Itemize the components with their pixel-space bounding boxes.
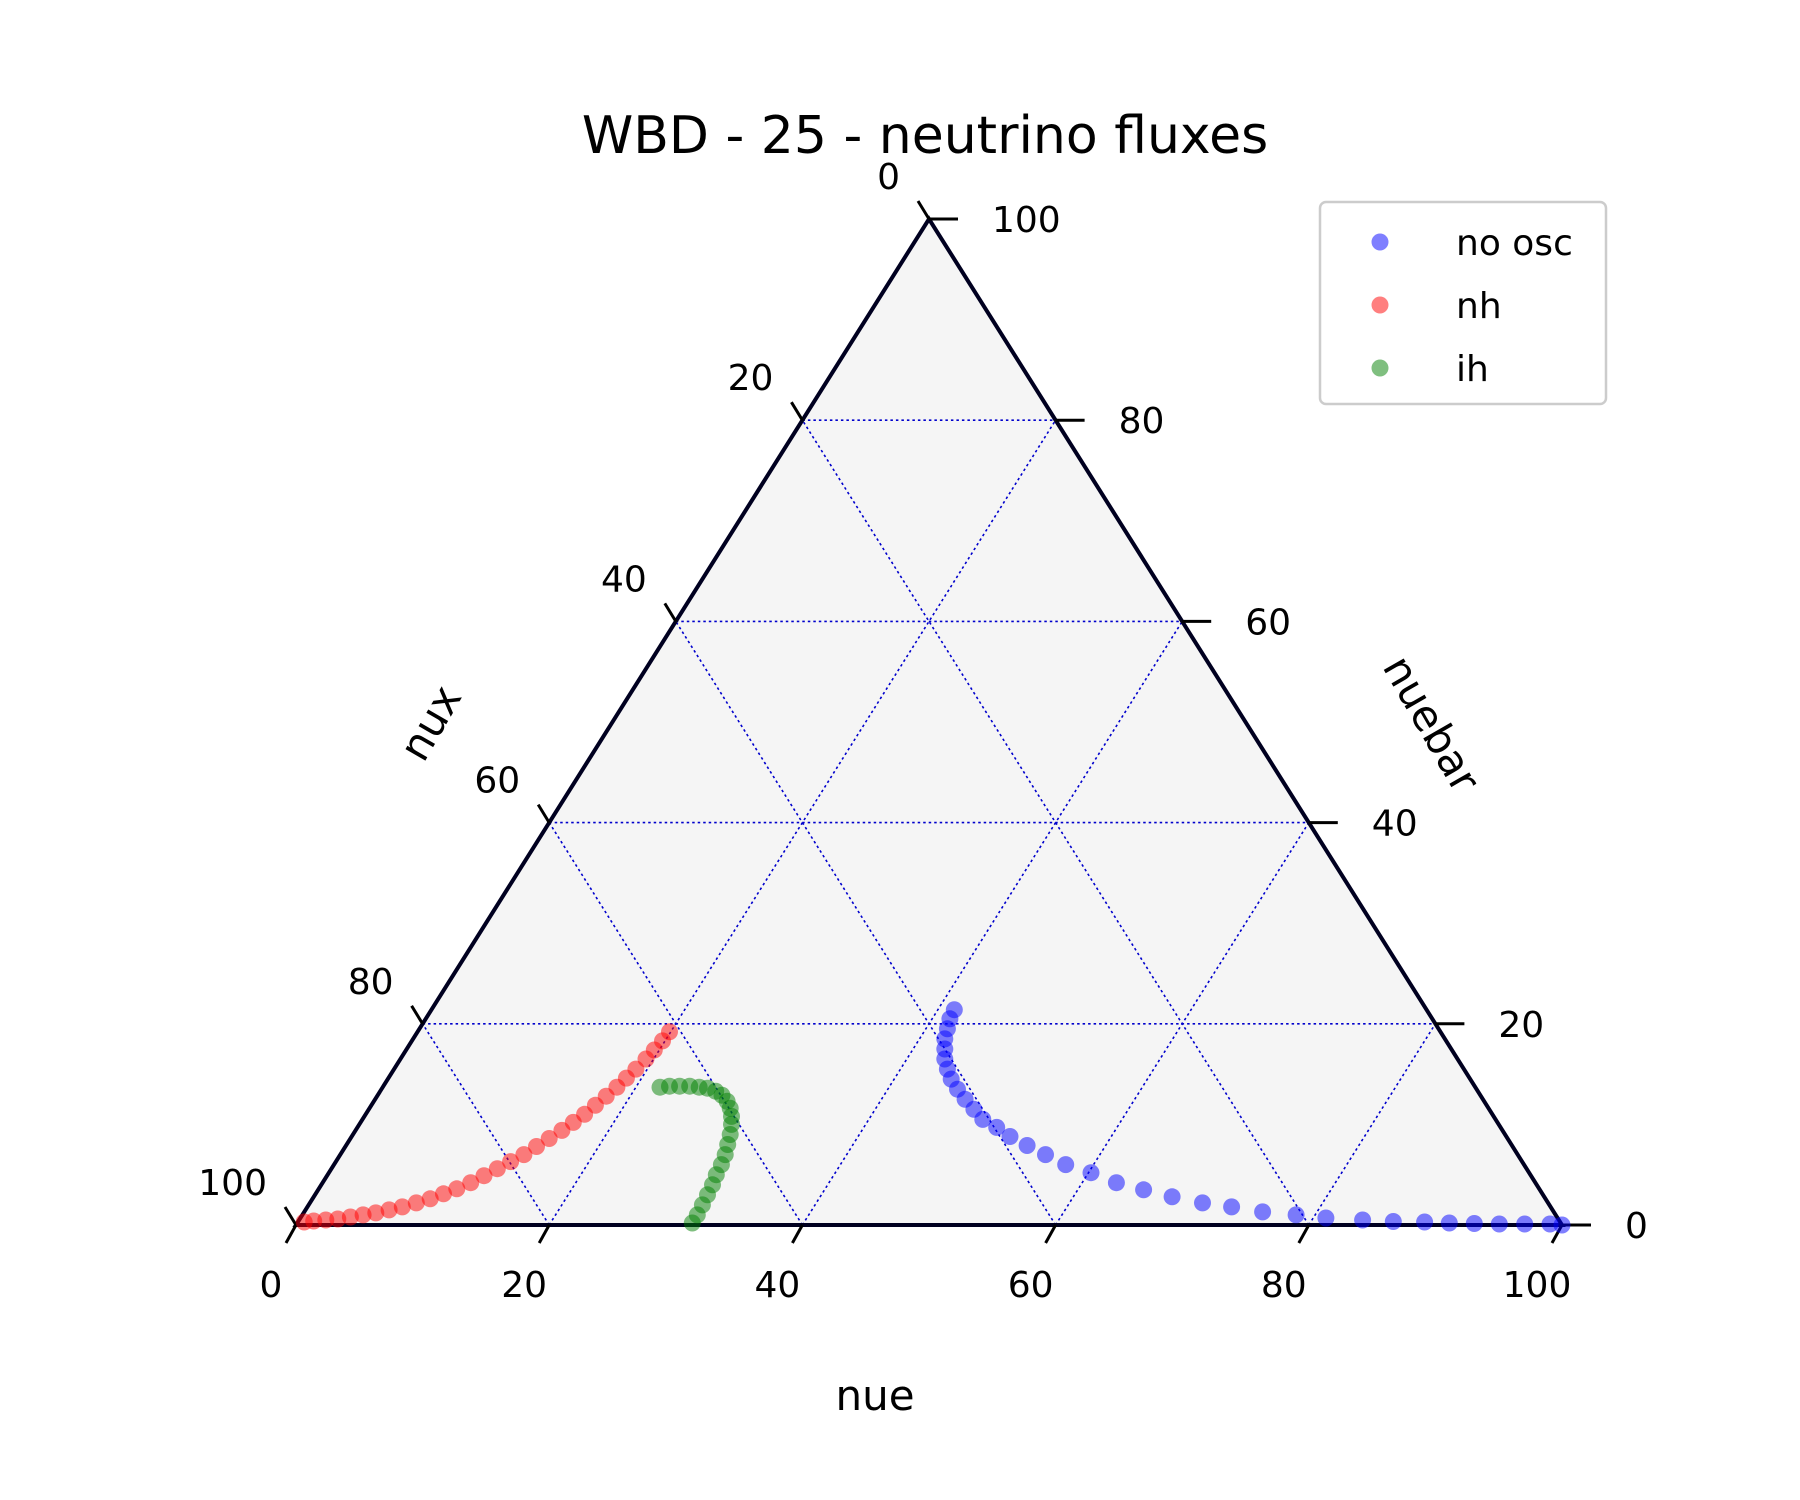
data-point-nh xyxy=(435,1185,452,1203)
bottom-tick xyxy=(284,1224,298,1244)
bottom-tick xyxy=(1297,1224,1311,1244)
data-point-no-osc xyxy=(1416,1213,1434,1231)
right-tick-label: 0 xyxy=(1625,1206,1648,1247)
data-point-no-osc xyxy=(1317,1209,1335,1227)
legend-label: no osc xyxy=(1456,223,1573,264)
right-tick-label: 100 xyxy=(992,200,1061,241)
data-point-nh xyxy=(329,1210,347,1228)
data-point-nh xyxy=(502,1153,520,1171)
bottom-tick xyxy=(537,1224,551,1244)
data-point-no-osc xyxy=(1001,1128,1019,1145)
data-point-no-osc xyxy=(1223,1198,1241,1216)
data-point-no-osc xyxy=(1057,1156,1075,1174)
data-point-no-osc xyxy=(1018,1137,1036,1154)
data-point-nh xyxy=(462,1174,480,1192)
legend-label: ih xyxy=(1456,349,1489,390)
data-point-nh xyxy=(488,1160,506,1178)
left-tick xyxy=(663,602,678,623)
data-point-no-osc xyxy=(1135,1181,1153,1199)
data-point-nh xyxy=(354,1206,372,1224)
data-point-no-osc xyxy=(945,1001,963,1019)
left-axis-title: nux xyxy=(390,677,471,769)
data-point-no-osc xyxy=(1541,1215,1559,1233)
grid-line xyxy=(1308,1023,1437,1226)
bottom-tick-label: 100 xyxy=(1503,1265,1572,1306)
grid-lines xyxy=(421,419,1437,1226)
data-points xyxy=(295,1001,1571,1234)
data-point-no-osc xyxy=(988,1118,1006,1136)
right-tick-label: 60 xyxy=(1245,602,1291,643)
left-tick xyxy=(536,803,551,824)
legend-label: nh xyxy=(1456,286,1502,327)
data-point-nh xyxy=(448,1180,466,1198)
bottom-tick xyxy=(1044,1224,1057,1244)
left-tick-label: 0 xyxy=(877,157,900,198)
data-point-nh xyxy=(367,1204,385,1222)
legend-entries: no osc nh ih xyxy=(1371,223,1573,390)
right-tick-label: 80 xyxy=(1119,401,1165,442)
triangle-frame xyxy=(292,215,1566,1227)
tick-marks xyxy=(283,200,1591,1244)
data-point-no-osc xyxy=(1516,1215,1534,1233)
data-point-nh xyxy=(341,1208,359,1226)
data-point-nh xyxy=(380,1201,398,1219)
bottom-axis-title: nue xyxy=(835,1371,914,1420)
data-point-nh xyxy=(407,1194,425,1212)
right-tick-label: 20 xyxy=(1498,1005,1544,1046)
grid-line xyxy=(548,822,804,1226)
data-point-ih xyxy=(651,1078,669,1096)
data-point-no-osc xyxy=(1107,1174,1125,1192)
data-point-no-osc xyxy=(1163,1188,1181,1206)
left-tick-label: 20 xyxy=(728,358,774,399)
data-point-no-osc xyxy=(1354,1211,1372,1229)
left-tick-label: 80 xyxy=(348,962,394,1003)
data-point-no-osc xyxy=(1490,1215,1508,1233)
data-point-nh xyxy=(475,1167,493,1185)
grid-line xyxy=(801,419,1310,1226)
left-tick xyxy=(283,1206,298,1226)
data-point-no-osc xyxy=(1194,1194,1211,1212)
data-point-no-osc xyxy=(1037,1146,1054,1164)
bottom-tick xyxy=(791,1224,804,1244)
left-tick-label: 100 xyxy=(198,1163,267,1204)
data-point-nh xyxy=(661,1023,678,1041)
left-tick xyxy=(410,1005,424,1025)
legend-box xyxy=(1318,200,1608,406)
legend-marker xyxy=(1371,359,1389,377)
data-point-nh xyxy=(515,1146,533,1164)
tick-labels: 0 0 100 20 20 80 40 40 60 60 60 40 80 80 20 100 100 0 xyxy=(198,157,1648,1306)
left-tick-label: 60 xyxy=(474,761,520,802)
grid-line xyxy=(801,620,1183,1226)
left-tick xyxy=(916,200,931,220)
legend: no osc nh ih xyxy=(1318,200,1608,406)
bottom-tick-label: 80 xyxy=(1261,1265,1307,1306)
data-point-nh xyxy=(421,1190,439,1208)
grid-line xyxy=(675,620,1057,1226)
chart-title: WBD - 25 - neutrino fluxes xyxy=(582,106,1268,166)
data-point-nh xyxy=(528,1138,545,1155)
data-point-no-osc xyxy=(1082,1164,1100,1182)
bottom-tick-label: 40 xyxy=(754,1265,800,1306)
bottom-tick-label: 60 xyxy=(1008,1265,1054,1306)
right-tick-label: 40 xyxy=(1372,804,1418,845)
data-point-no-osc xyxy=(1287,1206,1305,1224)
data-point-no-osc xyxy=(1465,1215,1483,1232)
data-point-nh xyxy=(540,1130,558,1147)
data-point-nh xyxy=(393,1198,411,1216)
grid-line xyxy=(421,1023,550,1226)
bottom-tick-label: 0 xyxy=(260,1265,283,1306)
legend-marker xyxy=(1371,296,1389,314)
left-tick-label: 40 xyxy=(601,559,647,600)
left-tick xyxy=(790,401,804,421)
plot-area xyxy=(296,219,1562,1225)
data-point-no-osc xyxy=(1440,1214,1458,1232)
legend-marker xyxy=(1371,233,1389,251)
data-point-no-osc xyxy=(1384,1213,1402,1230)
data-point-no-osc xyxy=(1254,1203,1272,1221)
right-axis-title: nuebar xyxy=(1373,647,1490,801)
bottom-tick-label: 20 xyxy=(501,1265,547,1306)
